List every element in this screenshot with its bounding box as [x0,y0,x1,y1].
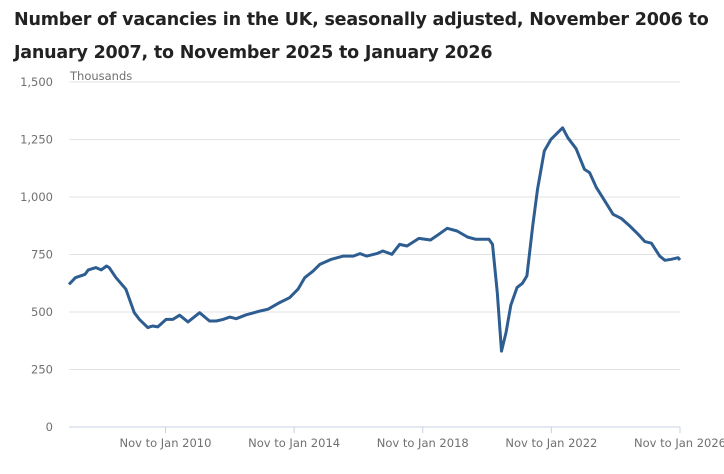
y-tick-label: 500 [31,305,53,319]
y-tick-label: 250 [31,363,53,377]
y-tick-label: 0 [46,420,53,434]
x-tick-label: Nov to Jan 2026 [634,436,724,450]
x-tick-label: Nov to Jan 2010 [119,436,211,450]
y-tick-label: 1,000 [20,190,53,204]
y-axis-unit-label: Thousands [69,69,132,83]
x-tick-label: Nov to Jan 2014 [248,436,340,450]
x-tick-label: Nov to Jan 2022 [505,436,597,450]
y-tick-label: 1,500 [20,75,53,89]
y-tick-label: 750 [31,248,53,262]
y-tick-label: 1,250 [20,133,53,147]
chart-title: Number of vacancies in the UK, seasonall… [14,10,709,63]
series-line-vacancies [67,126,682,353]
x-tick-label: Nov to Jan 2018 [377,436,469,450]
